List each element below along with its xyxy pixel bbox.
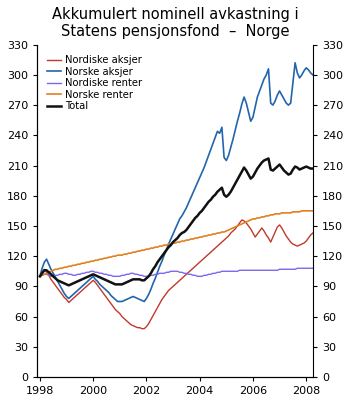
Nordiske aksjer: [224, 236, 229, 241]
Norske aksjer: [38, 274, 42, 279]
Norske aksjer: [171, 232, 175, 237]
Norske aksjer: [224, 158, 229, 163]
Total: [66, 283, 71, 288]
Nordiske aksjer: [171, 284, 175, 289]
Nordiske aksjer: [56, 286, 60, 291]
Nordiske renter: [209, 272, 213, 277]
Norske renter: [222, 230, 226, 235]
Norske aksjer: [315, 77, 320, 81]
Norske aksjer: [56, 279, 60, 284]
Norske aksjer: [204, 159, 209, 164]
Norske renter: [109, 255, 113, 260]
Nordiske aksjer: [140, 326, 144, 331]
Nordiske renter: [202, 273, 206, 278]
Total: [211, 194, 215, 199]
Line: Norske aksjer: Norske aksjer: [40, 63, 317, 301]
Norske renter: [315, 208, 320, 213]
Line: Norske renter: Norske renter: [40, 211, 317, 276]
Nordiske aksjer: [240, 218, 244, 222]
Title: Akkumulert nominell avkastning i
Statens pensjonsfond  –  Norge: Akkumulert nominell avkastning i Statens…: [52, 7, 298, 39]
Norske renter: [169, 242, 173, 247]
Nordiske renter: [38, 274, 42, 279]
Line: Nordiske renter: Nordiske renter: [40, 268, 317, 276]
Norske aksjer: [293, 60, 297, 65]
Legend: Nordiske aksjer, Norske aksjer, Nordiske renter, Norske renter, Total: Nordiske aksjer, Norske aksjer, Nordiske…: [45, 53, 144, 113]
Norske aksjer: [211, 141, 215, 146]
Nordiske renter: [169, 269, 173, 274]
Nordiske aksjer: [109, 301, 113, 306]
Total: [315, 165, 320, 170]
Total: [224, 194, 229, 199]
Line: Nordiske aksjer: Nordiske aksjer: [40, 220, 317, 329]
Total: [111, 281, 115, 286]
Nordiske renter: [56, 273, 60, 278]
Nordiske renter: [295, 266, 300, 271]
Norske renter: [300, 208, 304, 213]
Line: Total: Total: [40, 158, 317, 285]
Norske renter: [202, 234, 206, 239]
Nordiske renter: [109, 273, 113, 278]
Nordiske aksjer: [211, 248, 215, 253]
Nordiske aksjer: [38, 274, 42, 279]
Nordiske aksjer: [204, 254, 209, 259]
Norske aksjer: [116, 299, 120, 304]
Nordiske renter: [222, 269, 226, 274]
Total: [56, 278, 60, 283]
Norske renter: [209, 233, 213, 237]
Total: [38, 274, 42, 279]
Total: [171, 240, 175, 245]
Norske renter: [56, 267, 60, 272]
Total: [204, 202, 209, 207]
Nordiske renter: [315, 266, 320, 271]
Norske aksjer: [109, 293, 113, 298]
Norske renter: [38, 274, 42, 279]
Nordiske aksjer: [315, 232, 320, 237]
Total: [266, 156, 271, 161]
